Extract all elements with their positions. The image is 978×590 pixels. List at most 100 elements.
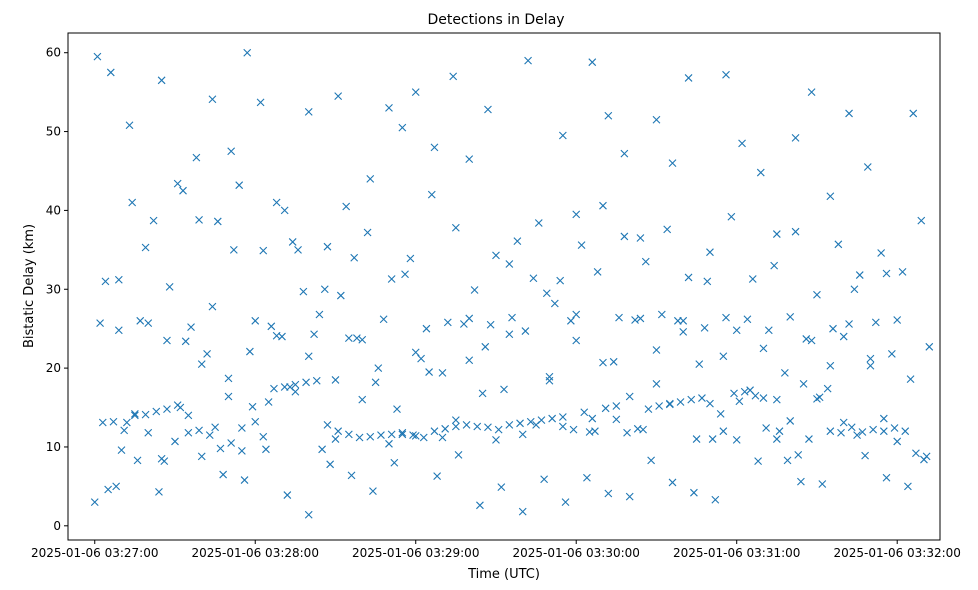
- data-point: [243, 48, 252, 57]
- data-point: [882, 473, 891, 482]
- data-point: [756, 168, 765, 177]
- data-point: [449, 72, 458, 81]
- data-point: [829, 324, 837, 333]
- data-point: [331, 435, 340, 443]
- data-point: [331, 376, 340, 384]
- data-point: [390, 458, 399, 467]
- data-point: [569, 425, 578, 434]
- data-point: [505, 330, 514, 339]
- data-point: [847, 423, 856, 432]
- data-point: [786, 312, 795, 321]
- data-point: [858, 428, 867, 436]
- data-point: [601, 404, 610, 413]
- data-point: [216, 444, 225, 453]
- data-point: [695, 360, 704, 369]
- data-point: [577, 241, 586, 249]
- data-point: [572, 210, 581, 219]
- data-point: [588, 414, 597, 423]
- data-point: [869, 425, 878, 434]
- chart-title: Detections in Delay: [427, 12, 564, 28]
- data-point: [288, 238, 297, 246]
- data-point: [716, 409, 725, 418]
- data-point: [294, 245, 302, 254]
- data-point: [326, 460, 335, 469]
- data-point: [727, 212, 736, 221]
- y-tick-label: 20: [46, 361, 61, 375]
- data-point: [451, 416, 460, 425]
- data-point: [647, 456, 656, 465]
- data-point: [310, 330, 318, 339]
- data-point: [826, 427, 835, 436]
- data-point: [834, 240, 843, 249]
- data-point: [518, 430, 527, 439]
- data-point: [556, 276, 565, 285]
- data-point: [476, 501, 484, 510]
- data-point: [130, 409, 139, 418]
- data-point: [566, 316, 575, 325]
- data-point: [548, 414, 557, 423]
- data-point: [144, 319, 153, 328]
- data-point: [772, 395, 781, 404]
- data-point: [459, 320, 468, 328]
- data-point: [898, 268, 907, 276]
- data-point: [385, 104, 393, 112]
- data-point: [465, 356, 474, 365]
- data-point: [853, 431, 861, 440]
- data-point: [130, 411, 139, 420]
- data-point: [259, 432, 268, 441]
- data-point: [149, 216, 158, 225]
- data-point: [813, 290, 821, 299]
- data-point: [320, 285, 329, 294]
- data-point: [534, 219, 543, 227]
- data-point: [484, 105, 492, 114]
- data-point: [256, 98, 265, 107]
- data-point: [90, 498, 99, 507]
- x-tick-label: 2025-01-06 03:28:00: [192, 546, 319, 560]
- data-point: [344, 430, 353, 439]
- data-point: [676, 398, 685, 406]
- data-point: [358, 395, 367, 404]
- data-point: [684, 74, 693, 82]
- data-point: [451, 422, 460, 431]
- data-point: [845, 109, 853, 118]
- data-point: [272, 198, 281, 207]
- data-point: [224, 374, 233, 383]
- x-tick-label: 2025-01-06 03:27:00: [31, 546, 158, 560]
- data-point: [687, 395, 696, 404]
- data-point: [572, 310, 581, 319]
- data-point: [312, 376, 321, 385]
- data-point: [655, 402, 664, 410]
- data-point: [893, 437, 902, 446]
- data-point: [128, 198, 137, 207]
- data-point: [203, 350, 211, 358]
- data-point: [625, 392, 634, 401]
- y-axis-label: Bistatic Delay (km): [22, 224, 37, 348]
- data-point: [184, 411, 193, 420]
- data-point: [775, 427, 784, 436]
- data-point: [398, 123, 407, 132]
- data-point: [270, 384, 278, 393]
- data-point: [751, 391, 760, 400]
- data-point: [524, 56, 532, 65]
- data-point: [454, 450, 463, 459]
- data-point: [302, 378, 310, 387]
- data-point: [251, 316, 260, 325]
- data-point: [355, 433, 364, 442]
- data-point: [291, 380, 300, 389]
- x-tick-label: 2025-01-06 03:31:00: [673, 546, 800, 560]
- data-point: [636, 234, 645, 242]
- data-point: [732, 435, 741, 444]
- data-point: [612, 415, 621, 424]
- data-point: [262, 445, 270, 454]
- data-point: [336, 291, 345, 300]
- data-point: [909, 109, 918, 118]
- data-point: [473, 422, 482, 431]
- y-tick-label: 10: [46, 440, 61, 454]
- data-point: [925, 342, 934, 351]
- data-point: [783, 456, 792, 465]
- data-point: [604, 111, 613, 120]
- data-point: [195, 215, 203, 224]
- data-point: [518, 507, 527, 516]
- data-point: [272, 331, 281, 340]
- data-point: [711, 495, 720, 504]
